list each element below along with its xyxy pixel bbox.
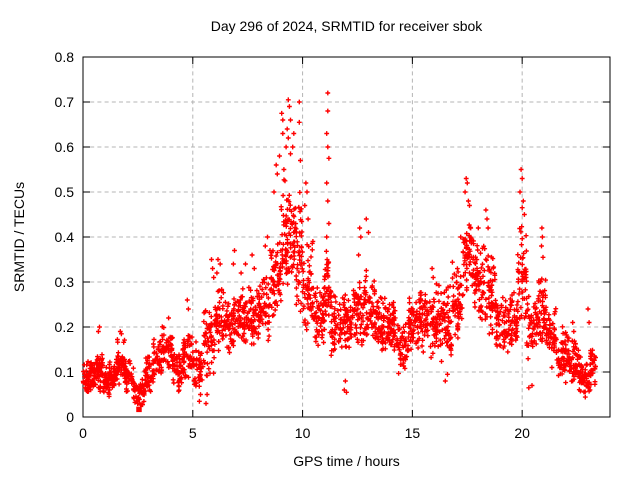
flag-point-marker — [136, 406, 142, 413]
y-tick-label: 0.7 — [55, 94, 75, 110]
x-tick-label: 0 — [79, 425, 87, 441]
plot-border — [82, 56, 611, 418]
y-tick-label: 0.3 — [55, 274, 75, 290]
chart-title: Day 296 of 2024, SRMTID for receiver sbo… — [211, 18, 484, 34]
y-tick-label: 0.4 — [55, 229, 75, 245]
x-axis-label: GPS time / hours — [293, 453, 400, 469]
x-tick-label: 10 — [295, 425, 311, 441]
y-tick-label: 0.1 — [55, 364, 75, 380]
x-tick-label: 5 — [189, 425, 197, 441]
y-tick-label: 0 — [66, 409, 74, 425]
y-tick-label: 0.2 — [55, 319, 75, 335]
x-tick-label: 15 — [405, 425, 421, 441]
y-tick-label: 0.8 — [55, 49, 75, 65]
y-tick-label: 0.6 — [55, 139, 75, 155]
y-axis-label: SRMTID / TECUs — [11, 182, 27, 292]
scatter-series — [80, 90, 598, 413]
tick-labels: 0 5 10 15 20 0 0.1 0.2 0.3 0.4 0.5 0.6 0.7 0.8 — [55, 49, 531, 441]
y-tick-label: 0.5 — [55, 184, 75, 200]
scatter-points — [80, 90, 598, 408]
grid-lines — [83, 57, 610, 417]
x-tick-label: 20 — [514, 425, 530, 441]
